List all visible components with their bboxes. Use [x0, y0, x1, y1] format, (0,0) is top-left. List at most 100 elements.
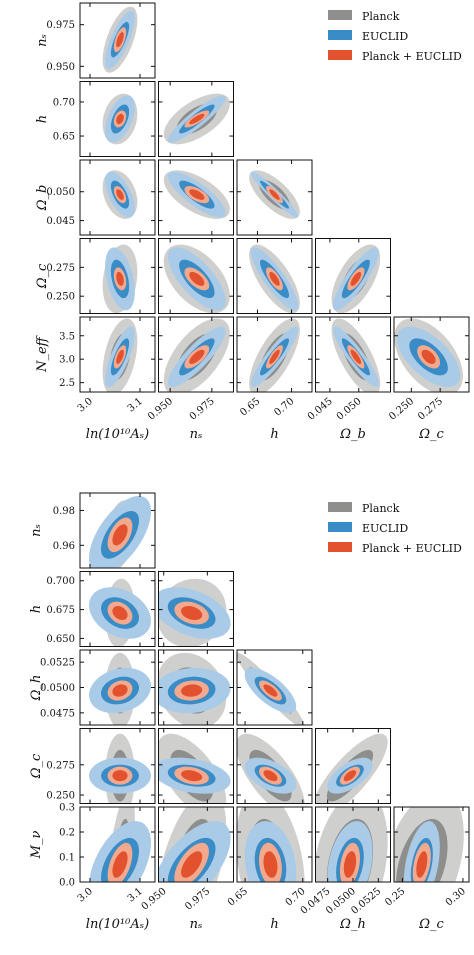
panel-2-0: 0.65 0.70h — [35, 81, 156, 157]
y-axis-label: h — [35, 115, 50, 123]
panel-frame — [79, 2, 156, 79]
x-tick-label: 0.975 — [183, 886, 212, 913]
panel-frame — [79, 316, 156, 393]
x-axis-label: h — [270, 917, 278, 932]
panel-frame — [79, 806, 156, 883]
panel-3-1 — [158, 159, 234, 236]
panel-frame — [393, 316, 470, 393]
contour-joint-1sigma — [263, 851, 278, 878]
y-tick-label: 3.0 — [59, 355, 75, 366]
panel-frame — [79, 492, 156, 569]
y-tick-label: 0.2 — [59, 828, 75, 839]
panel-3-2 — [236, 649, 313, 726]
y-tick-label: 0.0500 — [40, 683, 75, 694]
y-tick-label: 0.045 — [46, 216, 75, 227]
panel-5-2: 0.65 0.70 h — [236, 316, 313, 442]
y-axis-label: Ω_h — [29, 675, 44, 702]
legend-label-planck: Planck — [362, 502, 400, 515]
contour-joint-1sigma — [181, 606, 203, 621]
contour-joint-1sigma — [181, 684, 203, 697]
legend-swatch-euclid — [328, 522, 352, 532]
contour-joint-1sigma — [189, 113, 205, 125]
y-tick-label: 0.650 — [46, 634, 75, 645]
panel-3-0: 0.0475 0.0500 0.0525 Ω_h — [29, 649, 156, 726]
y-tick-label: 0.0 — [59, 878, 75, 889]
panel-4-2 — [236, 728, 313, 804]
panel-2-1 — [158, 81, 234, 157]
legend-swatch-planck — [328, 502, 352, 512]
panel-frame — [158, 81, 234, 157]
y-tick-label: 3.5 — [59, 331, 75, 342]
x-axis-label: Ω_h — [339, 917, 366, 932]
x-tick-label: 0.65 — [226, 886, 250, 909]
contour-joint-1sigma — [350, 349, 362, 364]
x-tick-label: 0.250 — [387, 396, 416, 423]
y-tick-label: 0.65 — [53, 132, 75, 143]
x-tick-label: 0.950 — [140, 886, 169, 913]
panel-frame — [315, 238, 391, 314]
y-tick-label: 0.050 — [46, 187, 75, 198]
panel-2-0: 0.650 0.675 0.700 h — [29, 571, 156, 647]
contour-joint-1sigma — [181, 851, 203, 878]
legend-swatch-joint — [328, 542, 352, 552]
y-tick-label: 0.950 — [46, 62, 75, 73]
y-tick-label: 2.5 — [59, 378, 75, 389]
contour-joint-1sigma — [343, 851, 357, 878]
contour-joint-1sigma — [350, 271, 362, 286]
panel-frame — [79, 238, 156, 314]
panel-5-1: 0.950 0.975 nₛ — [146, 316, 234, 442]
y-axis-label: M_ν — [29, 831, 44, 860]
panel-frame — [79, 159, 156, 236]
contour-joint-1sigma — [112, 851, 128, 878]
x-tick-label: 3.1 — [126, 396, 145, 415]
panel-frame — [158, 159, 234, 236]
panel-frame — [236, 238, 313, 314]
legend-swatch-joint — [328, 50, 352, 60]
y-tick-label: 0.0525 — [40, 658, 75, 669]
panel-4-1 — [158, 728, 234, 804]
x-tick-label: 0.25 — [383, 886, 407, 909]
legend-swatch-planck — [328, 10, 352, 20]
contour-joint-1sigma — [263, 770, 278, 782]
legend-top: Planck EUCLID Planck + EUCLID — [328, 10, 462, 63]
panel-4-3 — [315, 238, 391, 314]
panel-frame — [158, 571, 234, 647]
legend-label-euclid: EUCLID — [362, 30, 408, 43]
x-axis-label: Ω_b — [339, 427, 366, 442]
panel-1-0: 0.96 0.98 nₛ — [29, 492, 156, 569]
x-tick-label: 0.30 — [444, 886, 468, 909]
y-tick-label: 0.675 — [46, 605, 75, 616]
panel-4-1 — [158, 238, 234, 314]
y-tick-label: 0.700 — [46, 576, 75, 587]
contour-joint-1sigma — [421, 349, 436, 364]
contour-joint-1sigma — [269, 349, 280, 364]
legend-label-planck: Planck — [362, 10, 400, 23]
x-axis-label: Ω_c — [418, 917, 444, 932]
contour-joint-1sigma — [112, 606, 128, 621]
panel-frame — [236, 728, 313, 804]
panel-2-1 — [158, 571, 234, 647]
panel-5-4: 0.25 0.30Ω_c — [383, 806, 470, 932]
panel-5-0: 0.00.10.20.3M_ν3.0 3.1ln(10¹⁰Aₛ) — [29, 803, 156, 932]
y-tick-label: 0.0475 — [40, 708, 75, 719]
y-axis-label: nₛ — [35, 34, 50, 47]
contour-joint-1sigma — [189, 349, 205, 364]
panel-4-2 — [236, 238, 313, 314]
panel-frame — [236, 159, 313, 236]
y-tick-label: 0.250 — [46, 791, 75, 802]
x-tick-label: 0.045 — [306, 396, 335, 423]
y-axis-label: Ω_b — [35, 185, 50, 212]
panel-4-3 — [315, 728, 391, 804]
x-axis-label: ln(10¹⁰Aₛ) — [86, 427, 149, 442]
contour-joint-1sigma — [116, 349, 124, 364]
contour-joint-1sigma — [116, 113, 124, 125]
y-axis-label: nₛ — [29, 524, 44, 537]
y-tick-label: 0.1 — [59, 853, 75, 864]
panel-frame — [393, 806, 470, 883]
x-tick-label: 3.0 — [76, 396, 95, 415]
corner-plot-bottom: 0.960.98nₛ0.6500.6750.700h0.04750.05000.… — [29, 492, 470, 932]
y-tick-label: 0.70 — [53, 97, 75, 108]
